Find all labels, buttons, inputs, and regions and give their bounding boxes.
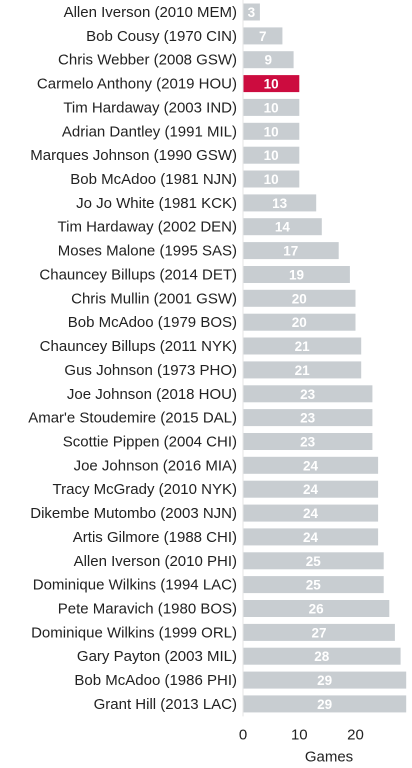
bar — [243, 170, 300, 188]
x-tick-label: 20 — [347, 726, 364, 743]
bar-value-label: 21 — [295, 339, 311, 354]
bar — [243, 146, 300, 164]
bar-value-label: 24 — [303, 506, 319, 521]
bar — [243, 433, 373, 450]
bar-value-label: 20 — [292, 315, 307, 330]
bar — [243, 337, 362, 355]
category-label: Tim Hardaway (2003 IND) — [63, 99, 237, 116]
x-axis-title: Games — [305, 748, 353, 765]
category-label: Moses Malone (1995 SAS) — [58, 243, 237, 260]
bar — [243, 671, 407, 689]
bar-value-label: 23 — [300, 387, 316, 402]
category-label: Joe Johnson (2016 MIA) — [74, 457, 237, 474]
category-label: Bob McAdoo (1981 NJN) — [70, 171, 237, 188]
bar-value-label: 9 — [265, 53, 273, 68]
bar-value-label: 10 — [264, 124, 279, 139]
bar — [243, 218, 322, 236]
bar-value-label: 14 — [275, 220, 291, 235]
bar-value-label: 23 — [300, 435, 316, 450]
category-label: Adrian Dantley (1991 MIL) — [62, 123, 237, 140]
bar — [243, 480, 379, 498]
category-label: Pete Maravich (1980 BOS) — [58, 601, 237, 618]
bar-value-label: 19 — [289, 268, 304, 283]
bar — [243, 266, 350, 283]
category-label: Scottie Pippen (2004 CHI) — [63, 434, 237, 451]
bar-value-label: 24 — [303, 530, 319, 545]
bar — [243, 576, 384, 594]
bar — [243, 122, 300, 140]
category-label: Tracy McGrady (2010 NYK) — [53, 481, 238, 498]
category-label: Tim Hardaway (2002 DEN) — [58, 219, 238, 236]
category-label: Allen Iverson (2010 MEM) — [64, 4, 237, 21]
bar — [243, 409, 373, 427]
bar — [243, 504, 379, 522]
category-label: Artis Gilmore (1988 CHI) — [73, 529, 237, 546]
category-label: Jo Jo White (1981 KCK) — [76, 195, 237, 212]
bar — [243, 456, 379, 474]
bar-value-label: 10 — [264, 148, 279, 163]
category-label: Chris Mullin (2001 GSW) — [71, 290, 237, 307]
bar — [243, 313, 356, 331]
bar — [243, 3, 260, 21]
category-label: Chauncey Billups (2014 DET) — [39, 267, 237, 284]
bar-value-label: 17 — [283, 244, 298, 259]
bar — [243, 623, 395, 641]
bar-value-label: 10 — [264, 100, 279, 115]
bar-value-label: 21 — [295, 363, 311, 378]
bar — [243, 385, 373, 403]
bar — [243, 361, 362, 379]
bar-value-label: 26 — [309, 602, 325, 617]
bar-value-label: 10 — [264, 77, 279, 92]
bar-value-label: 20 — [292, 291, 307, 306]
bar-value-label: 25 — [306, 554, 322, 569]
category-label: Dikembe Mutombo (2003 NJN) — [30, 505, 237, 522]
bars-group: 37 9 10 10 10 10 10 13 14 17 19 20 20 21 21 23 23 23 24 24 2… — [243, 3, 407, 713]
bar-value-label: 24 — [303, 458, 319, 473]
bar — [243, 242, 339, 260]
category-label: Joe Johnson (2018 HOU) — [67, 386, 237, 403]
x-tick-label: 0 — [239, 726, 247, 743]
category-label: Chauncey Billups (2011 NYK) — [40, 338, 237, 355]
bar-value-label: 10 — [264, 172, 279, 187]
bar — [243, 194, 317, 212]
bar — [243, 695, 407, 713]
bar-value-label: 28 — [314, 649, 330, 664]
category-label: Grant Hill (2013 LAC) — [94, 696, 237, 713]
bar-value-label: 25 — [306, 578, 322, 593]
category-label: Amar'e Stoudemire (2015 DAL) — [28, 410, 237, 427]
bar-value-label: 13 — [272, 196, 288, 211]
category-label: Bob McAdoo (1986 PHI) — [74, 672, 237, 689]
category-label: Bob Cousy (1970 CIN) — [86, 28, 237, 45]
x-axis-ticks-group: 0 10 20 — [239, 726, 364, 743]
bar — [243, 75, 300, 93]
category-label: Gus Johnson (1973 PHO) — [64, 362, 237, 379]
bar-value-label: 29 — [317, 673, 332, 688]
bar — [243, 289, 356, 307]
bar — [243, 98, 300, 116]
x-tick-label: 10 — [291, 726, 308, 743]
category-label: Allen Iverson (2010 PHI) — [74, 553, 237, 570]
bar — [243, 552, 384, 570]
bar-value-label: 27 — [311, 625, 326, 640]
category-label: Bob McAdoo (1979 BOS) — [68, 314, 237, 331]
bar — [243, 647, 401, 665]
category-labels-group: Allen Iverson (2010 MEM) Bob Cousy (1970 … — [28, 4, 237, 713]
bar — [243, 27, 283, 45]
category-label: Dominique Wilkins (1999 ORL) — [31, 624, 237, 641]
category-label: Carmelo Anthony (2019 HOU) — [37, 76, 237, 93]
bar — [243, 51, 294, 69]
category-label: Marques Johnson (1990 GSW) — [30, 147, 237, 164]
category-label: Chris Webber (2008 GSW) — [58, 52, 237, 69]
bar-value-label: 23 — [300, 411, 316, 426]
bar-value-label: 3 — [248, 5, 256, 20]
bar — [243, 528, 379, 546]
bar-value-label: 29 — [317, 697, 332, 712]
category-label: Dominique Wilkins (1994 LAC) — [33, 577, 237, 594]
bar-value-label: 24 — [303, 482, 319, 497]
bar-value-label: 7 — [259, 29, 267, 44]
bar — [243, 600, 390, 617]
category-label: Gary Payton (2003 MIL) — [77, 648, 237, 665]
